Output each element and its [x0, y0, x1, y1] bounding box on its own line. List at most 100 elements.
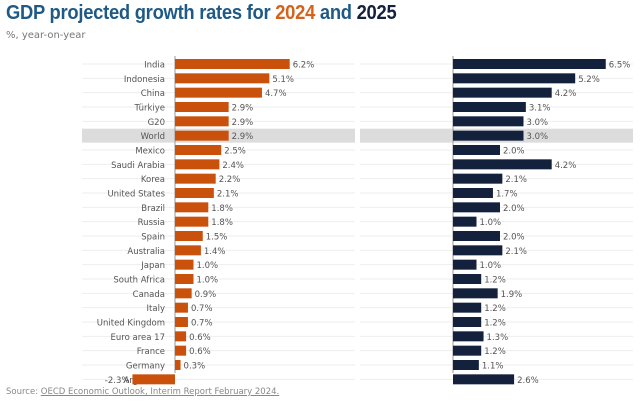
- category-label: Italy: [147, 304, 165, 314]
- bar-2025: [453, 259, 477, 270]
- data-label-2025: 2.0%: [503, 147, 525, 157]
- category-label: United Kingdom: [97, 319, 165, 329]
- source-label: Source:: [6, 387, 41, 397]
- bar-2025: [453, 202, 500, 213]
- title-text-and: and: [315, 2, 357, 24]
- data-label-2024: -2.3%: [105, 376, 130, 386]
- data-label-2024: 0.3%: [184, 362, 206, 372]
- bar-2025: [453, 130, 524, 141]
- bar-2025: [453, 317, 482, 327]
- bar-2025: [453, 87, 552, 98]
- bar-2024: [175, 145, 222, 155]
- data-label-2024: 2.9%: [232, 104, 254, 114]
- bar-2025: [453, 288, 498, 299]
- data-label-2024: 1.0%: [197, 276, 219, 286]
- data-label-2025: 1.9%: [501, 290, 523, 300]
- bar-2025: [453, 159, 552, 170]
- bar-2025: [453, 231, 500, 241]
- bar-2025: [453, 216, 477, 227]
- data-label-2025: 2.0%: [503, 204, 525, 214]
- data-label-2025: 2.6%: [517, 376, 539, 386]
- data-label-2024: 1.4%: [204, 247, 226, 257]
- data-label-2025: 1.2%: [484, 347, 506, 357]
- data-label-2025: 1.3%: [487, 333, 509, 343]
- bar-2024: [175, 231, 203, 241]
- bar-2024: [175, 73, 270, 84]
- data-label-2025: 3.0%: [527, 132, 549, 142]
- category-label: Canada: [133, 290, 165, 300]
- data-label-2025: 4.2%: [555, 89, 577, 99]
- data-label-2024: 2.9%: [232, 132, 254, 142]
- source-note: Source: OECD Economic Outlook, Interim R…: [6, 387, 279, 397]
- category-label: Mexico: [135, 147, 165, 157]
- category-label: Euro area 17: [111, 333, 165, 343]
- bar-2025: [453, 116, 524, 127]
- data-label-2024: 5.1%: [272, 75, 294, 85]
- category-label: South Africa: [113, 276, 165, 286]
- data-label-2024: 1.0%: [197, 261, 219, 271]
- data-label-2024: 1.8%: [211, 218, 233, 228]
- data-label-2024: 1.5%: [206, 233, 228, 243]
- data-label-2025: 1.7%: [496, 190, 518, 200]
- bar-2024: [175, 259, 194, 270]
- data-label-2024: 2.1%: [217, 190, 239, 200]
- bar-2025: [453, 374, 515, 385]
- bar-2024: [175, 188, 214, 198]
- bar-2025: [453, 188, 493, 198]
- data-label-2024: 2.5%: [224, 147, 246, 157]
- bar-2024: [175, 202, 209, 213]
- category-label: United States: [107, 190, 165, 200]
- bar-2024: [175, 302, 188, 313]
- bar-2024: [175, 173, 216, 184]
- category-label: Spain: [141, 233, 165, 243]
- category-label: Saudi Arabia: [111, 161, 165, 171]
- category-label: China: [141, 89, 165, 99]
- data-label-2025: 1.0%: [480, 261, 502, 271]
- bar-2024: [132, 374, 175, 385]
- data-label-2024: 2.2%: [219, 175, 241, 185]
- bar-2025: [453, 145, 500, 155]
- bar-2024: [175, 216, 209, 227]
- bar-2024: [175, 87, 262, 98]
- bar-2025: [453, 73, 576, 84]
- source-link[interactable]: OECD Economic Outlook, Interim Report Fe…: [40, 387, 280, 397]
- category-label: Japan: [140, 261, 165, 271]
- bar-2024: [175, 159, 220, 170]
- data-label-2025: 6.5%: [609, 61, 631, 71]
- bar-2025: [453, 345, 482, 356]
- category-label: India: [144, 61, 165, 71]
- bar-2024: [175, 59, 290, 69]
- chart-subtitle: %, year-on-year: [6, 30, 86, 41]
- bar-2025: [453, 173, 503, 184]
- bar-2024: [175, 102, 229, 112]
- data-label-2025: 3.0%: [527, 118, 549, 128]
- bar-2024: [175, 274, 194, 284]
- data-label-2025: 2.0%: [503, 233, 525, 243]
- chart-title: GDP projected growth rates for 2024 and …: [6, 2, 397, 25]
- data-label-2024: 0.7%: [191, 304, 213, 314]
- bar-2025: [453, 302, 482, 313]
- data-label-2024: 1.8%: [211, 204, 233, 214]
- category-label: Indonesia: [124, 75, 165, 85]
- data-label-2025: 1.2%: [484, 276, 506, 286]
- data-label-2024: 2.4%: [222, 161, 244, 171]
- data-label-2024: 0.9%: [195, 290, 217, 300]
- category-label: France: [137, 347, 165, 357]
- bar-2024: [175, 245, 201, 256]
- title-text: GDP projected growth rates for: [6, 2, 276, 24]
- data-label-2024: 6.2%: [293, 61, 315, 71]
- data-label-2024: 2.9%: [232, 118, 254, 128]
- category-label: World: [141, 132, 165, 142]
- bar-2025: [453, 102, 526, 112]
- data-label-2024: 0.6%: [189, 333, 211, 343]
- data-label-2025: 1.1%: [482, 362, 504, 372]
- bar-2025: [453, 274, 482, 284]
- bar-2025: [453, 331, 484, 342]
- bar-2025: [453, 59, 606, 69]
- category-label: Türkiye: [134, 104, 165, 114]
- category-label: Russia: [138, 218, 165, 228]
- category-label: Korea: [141, 175, 165, 185]
- bar-2024: [175, 345, 187, 356]
- title-year-2024: 2024: [275, 2, 316, 24]
- data-label-2025: 1.2%: [484, 319, 506, 329]
